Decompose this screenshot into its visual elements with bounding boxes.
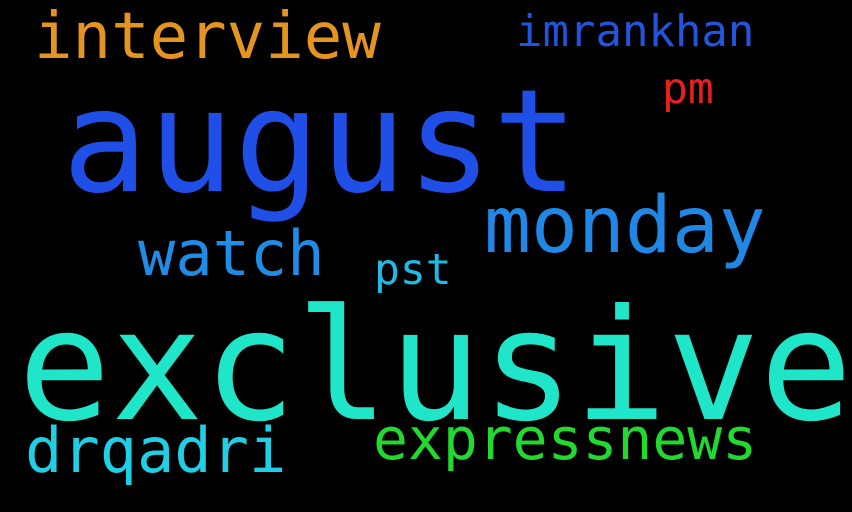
word-monday: monday	[484, 181, 766, 271]
word-pst: pst	[374, 245, 452, 295]
word-watch: watch	[138, 217, 325, 290]
word-exclusive: exclusive	[18, 277, 852, 456]
word-imrankhan: imrankhan	[516, 6, 755, 57]
word-drqadri: drqadri	[25, 414, 287, 487]
word-august: august	[62, 58, 579, 225]
word-pm: pm	[662, 64, 714, 114]
word-expressnews: expressnews	[373, 405, 758, 473]
word-interview: interview	[34, 0, 381, 74]
